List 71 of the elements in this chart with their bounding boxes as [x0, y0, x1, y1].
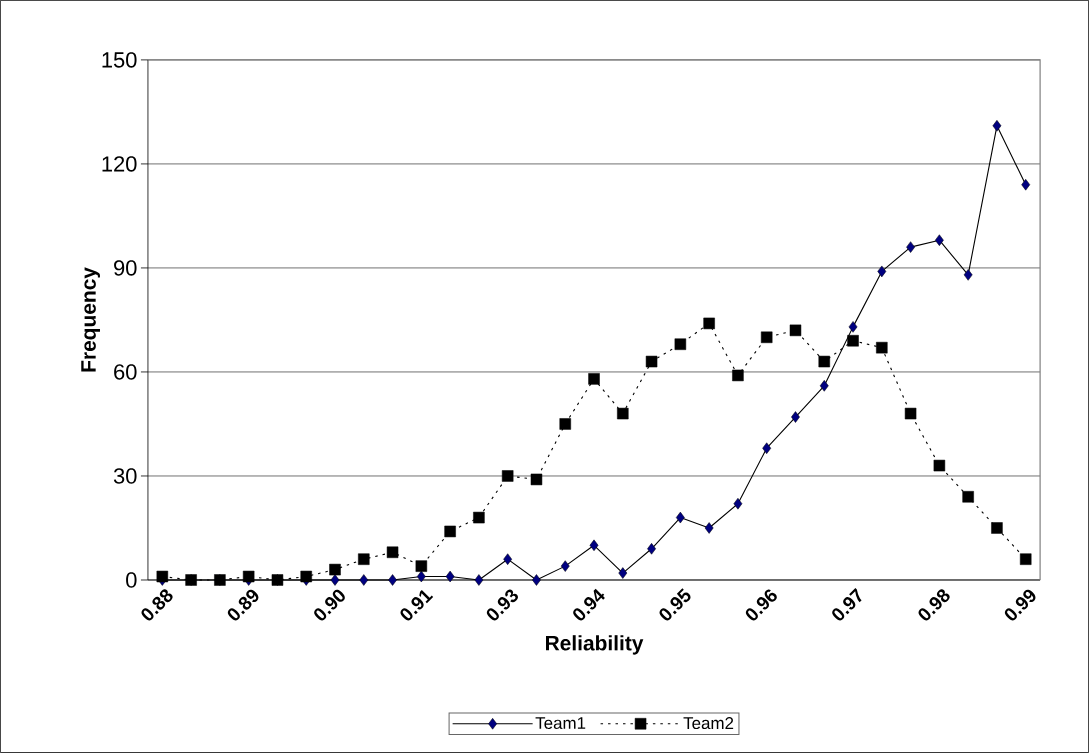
point	[242, 570, 255, 583]
point	[876, 341, 888, 354]
y-axis-title: Frequency	[81, 267, 100, 372]
x-tick-label: 0.91	[400, 589, 434, 621]
x-tick-label: 0.98	[918, 589, 950, 621]
point	[904, 407, 917, 420]
point	[789, 324, 802, 337]
point	[1019, 553, 1032, 565]
point	[386, 546, 399, 559]
point	[329, 563, 341, 576]
point	[991, 522, 1003, 534]
point	[674, 338, 687, 350]
point	[618, 567, 628, 579]
point	[415, 560, 428, 572]
point	[760, 331, 773, 344]
point	[704, 522, 714, 534]
point	[300, 570, 312, 583]
point	[359, 574, 369, 586]
point	[762, 442, 772, 454]
point	[559, 418, 571, 430]
point	[935, 234, 944, 246]
x-tick-label: 0.90	[314, 589, 345, 621]
x-axis-title: Reliability	[546, 635, 644, 655]
legend-label: Team2	[683, 717, 734, 730]
point	[617, 407, 629, 420]
point	[733, 498, 743, 510]
point	[818, 355, 830, 368]
point	[992, 120, 1002, 132]
point	[330, 574, 340, 586]
point	[156, 570, 169, 583]
point	[358, 553, 370, 565]
y-tick-label: 120	[102, 156, 137, 172]
point	[530, 473, 543, 486]
point	[933, 459, 946, 472]
x-tick-label: 0.93	[486, 589, 518, 621]
x-tick-label: 0.88	[141, 589, 173, 621]
point	[906, 241, 915, 253]
point	[848, 321, 858, 333]
y-tick-label: 30	[113, 468, 137, 484]
x-tick-label: 0.89	[227, 589, 259, 621]
x-tick-label: 0.99	[1004, 589, 1036, 621]
point	[877, 265, 887, 278]
point	[560, 560, 570, 572]
point	[474, 574, 484, 586]
point	[388, 574, 397, 586]
point	[962, 491, 974, 503]
legend-label: Team1	[535, 717, 586, 730]
point	[703, 317, 715, 330]
y-tick-label: 60	[114, 364, 137, 380]
point	[588, 373, 600, 385]
point	[645, 355, 658, 368]
point	[819, 380, 829, 392]
point	[1021, 179, 1031, 191]
y-tick-label: 0	[126, 572, 137, 588]
point	[444, 525, 456, 538]
y-tick-label: 90	[114, 260, 137, 276]
point	[501, 470, 514, 482]
point	[647, 543, 656, 555]
point	[963, 269, 973, 281]
point	[532, 574, 541, 586]
point	[791, 411, 800, 423]
y-tick-label: 150	[102, 52, 137, 68]
x-tick-label: 0.96	[745, 589, 777, 621]
point	[847, 335, 859, 347]
point	[473, 511, 485, 524]
point	[416, 570, 426, 583]
point	[445, 570, 455, 583]
x-tick-label: 0.94	[573, 588, 605, 621]
point	[589, 539, 599, 552]
point	[503, 553, 513, 565]
point	[732, 369, 744, 382]
